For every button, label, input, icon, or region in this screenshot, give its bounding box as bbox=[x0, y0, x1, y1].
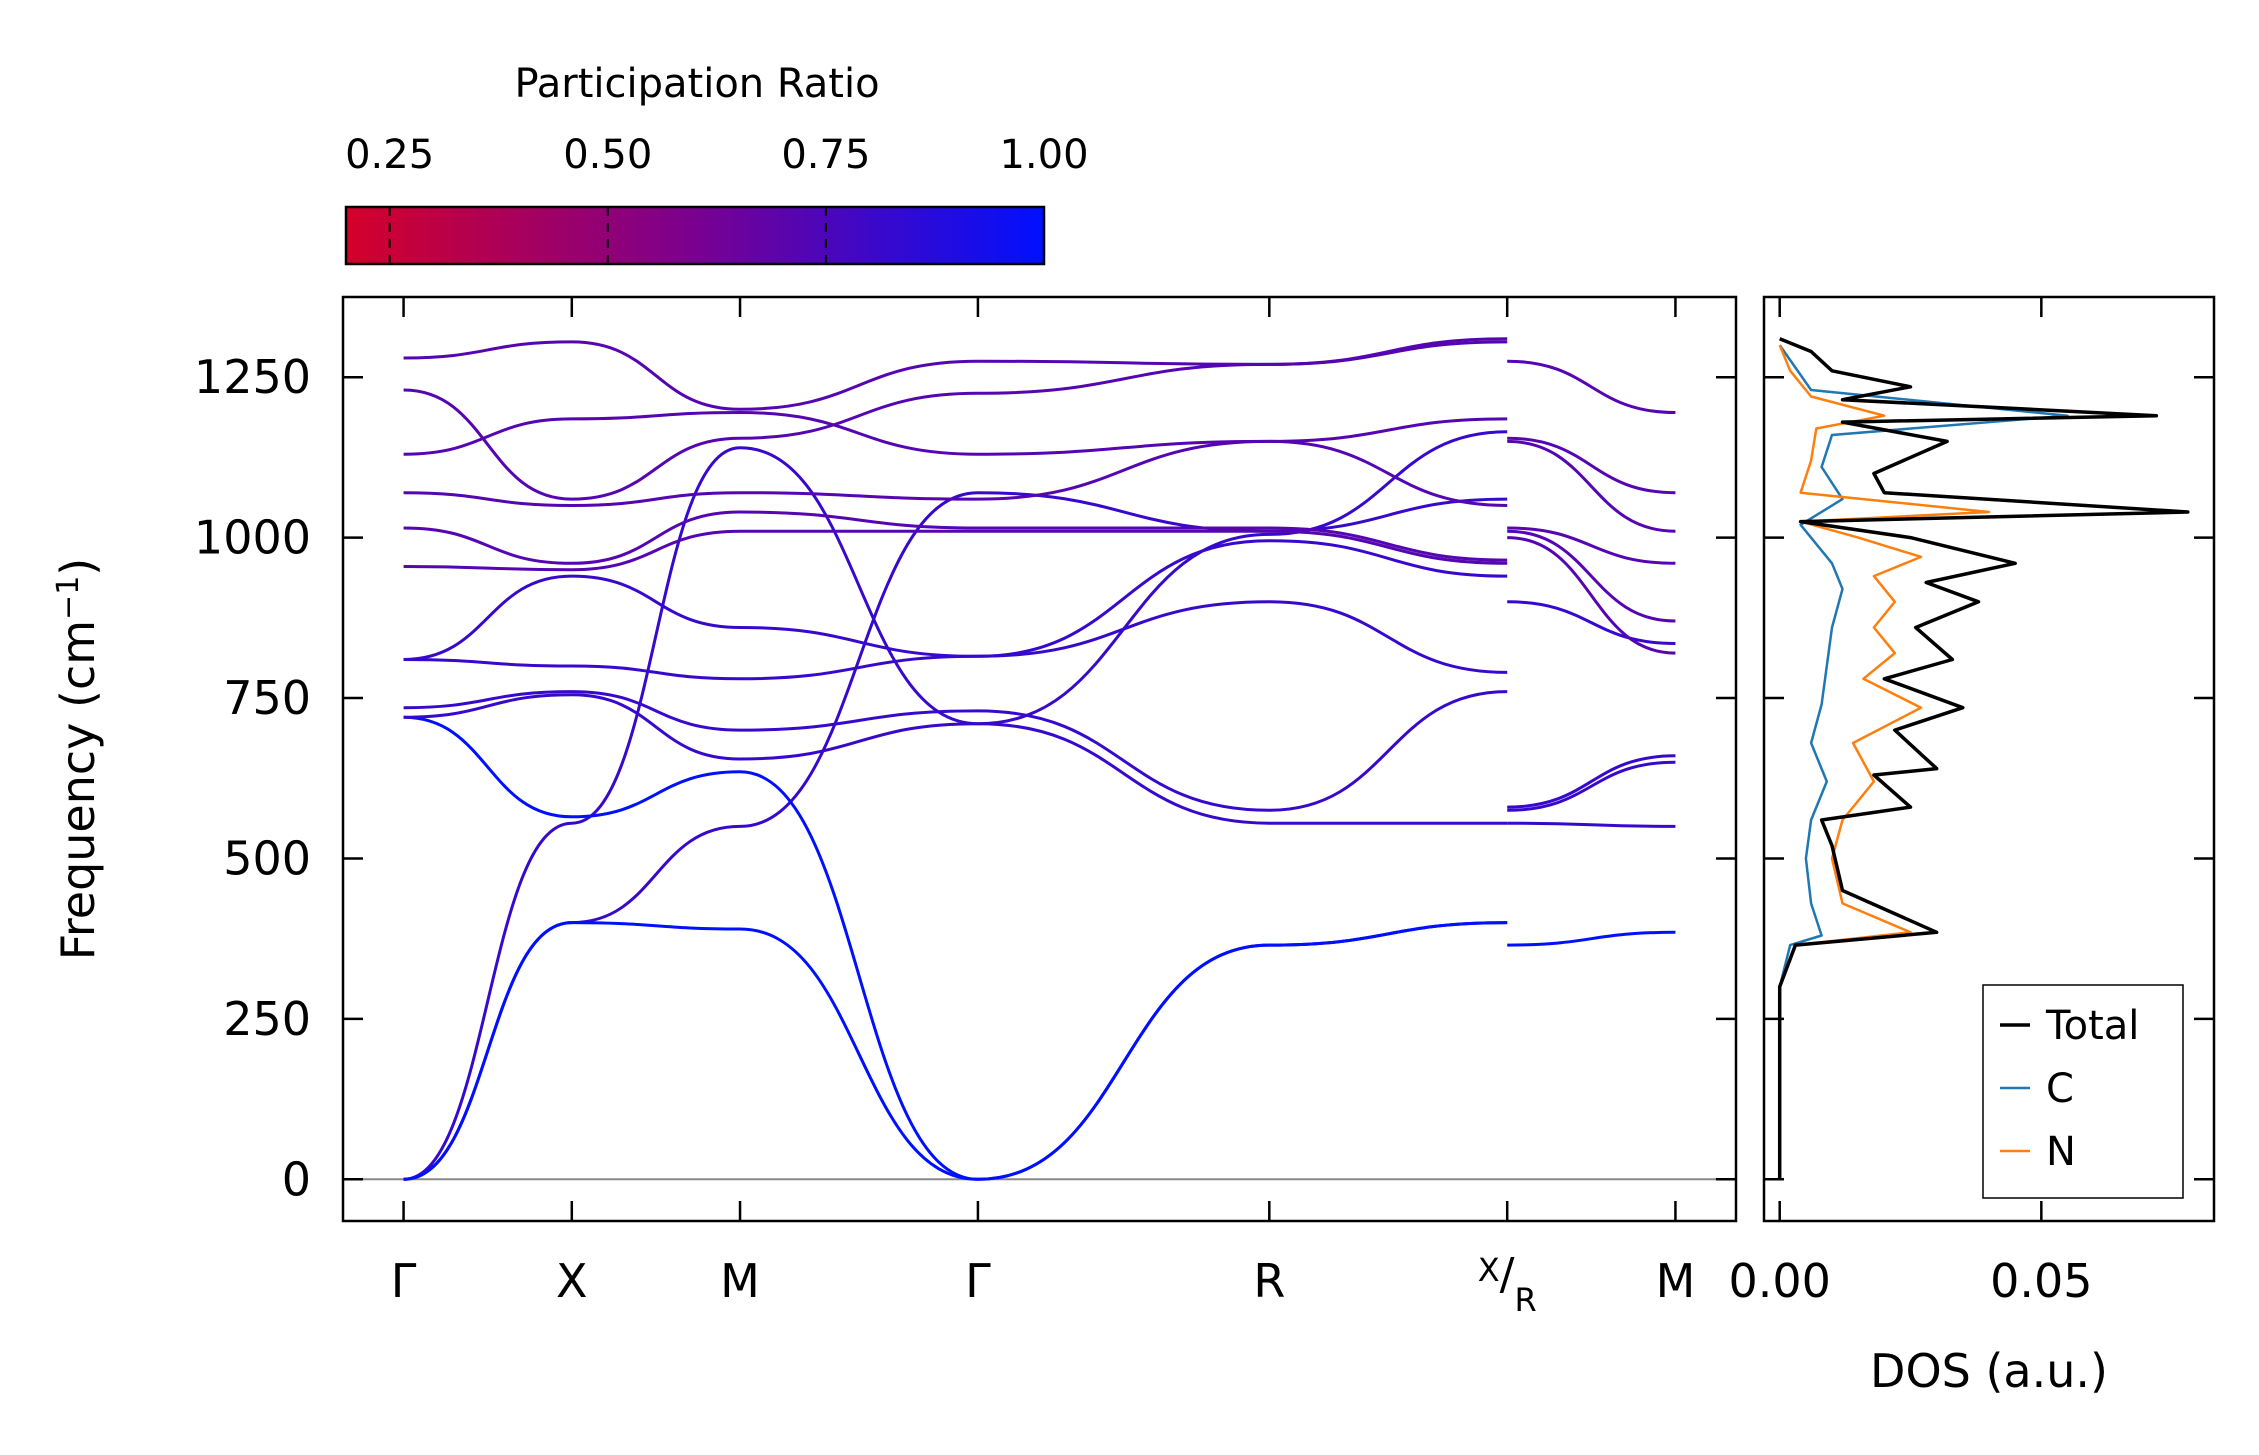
legend-entry-label: N bbox=[2046, 1129, 2076, 1175]
band-line bbox=[403, 715, 1508, 1181]
dos-x-tick-label: 0.05 bbox=[1990, 1254, 2092, 1308]
k-point-label: M bbox=[720, 1254, 760, 1308]
band-axes: 0 250 500 750 1000 1250 Γ X M Γ R X/R M bbox=[194, 297, 1736, 1319]
y-axis-label: Frequency (cm−1) bbox=[51, 558, 105, 961]
legend: Total CN bbox=[1982, 984, 2184, 1199]
dos-curves bbox=[1777, 337, 2190, 1180]
y-tick-label: 750 bbox=[223, 671, 311, 725]
colorbar-tick-label: 0.50 bbox=[563, 132, 652, 178]
dos-axes: 0.00 0.05 bbox=[1728, 297, 2214, 1308]
band-line bbox=[403, 337, 1508, 411]
colorbar-ticks: 0.25 0.50 0.75 1.00 bbox=[345, 132, 1089, 264]
y-tick-label: 1250 bbox=[194, 350, 311, 404]
colorbar-tick-label: 0.75 bbox=[781, 132, 870, 178]
y-tick-label: 1000 bbox=[194, 511, 311, 565]
legend-entry-label: Total bbox=[2045, 1003, 2139, 1049]
colorbar-tick-label: 0.25 bbox=[345, 132, 434, 178]
band-line bbox=[403, 430, 1508, 1181]
band-line bbox=[403, 529, 1508, 572]
dos-plot-frame bbox=[1762, 295, 2216, 1223]
band-line bbox=[1507, 436, 1676, 495]
band-line bbox=[1507, 536, 1676, 655]
x-axis-label-dos: DOS (a.u.) bbox=[1870, 1344, 2108, 1398]
band-line bbox=[1507, 754, 1676, 809]
k-point-label: Γ bbox=[391, 1254, 417, 1308]
band-line bbox=[403, 921, 1508, 1181]
band-line bbox=[403, 510, 1508, 565]
band-line bbox=[403, 439, 1508, 508]
dos-x-tick-label: 0.00 bbox=[1728, 1254, 1830, 1308]
band-line bbox=[403, 690, 1508, 812]
dos-panel: 0.00 0.05 DOS (a.u.) Total CN bbox=[1728, 295, 2216, 1398]
dos-series-n bbox=[1778, 344, 1991, 1180]
band-line bbox=[1507, 821, 1676, 828]
band-line bbox=[1507, 529, 1676, 623]
k-point-label: Γ bbox=[965, 1254, 991, 1308]
band-line bbox=[1507, 930, 1676, 947]
band-line bbox=[403, 600, 1508, 681]
band-line bbox=[403, 539, 1508, 661]
dos-series-c bbox=[1778, 344, 2069, 1180]
band-line bbox=[1507, 600, 1676, 645]
band-line bbox=[1507, 760, 1676, 812]
band-line bbox=[1507, 359, 1676, 414]
colorbar-gradient bbox=[344, 205, 1046, 266]
k-point-label: R bbox=[1253, 1254, 1285, 1308]
legend-entry-label: C bbox=[2046, 1066, 2074, 1112]
k-point-label: M bbox=[1656, 1254, 1696, 1308]
band-plot-frame bbox=[341, 295, 1738, 1223]
k-point-label: X bbox=[556, 1254, 588, 1308]
band-line bbox=[1507, 526, 1676, 565]
colorbar: Participation Ratio 0.25 0.50 0.75 1.00 bbox=[344, 61, 1089, 266]
legend-box bbox=[1982, 984, 2184, 1199]
y-tick-label: 250 bbox=[223, 992, 311, 1046]
phonon-bands bbox=[403, 337, 1676, 1181]
y-tick-label: 500 bbox=[223, 831, 311, 885]
band-line bbox=[403, 693, 1508, 825]
band-line bbox=[403, 340, 1508, 501]
colorbar-title: Participation Ratio bbox=[514, 61, 879, 107]
band-line bbox=[403, 491, 1508, 1181]
band-line bbox=[1507, 439, 1676, 533]
k-point-label: X/R bbox=[1478, 1249, 1537, 1319]
band-structure-panel: 0 250 500 750 1000 1250 Γ X M Γ R X/R M Frequency (c… bbox=[51, 295, 1738, 1319]
band-line bbox=[403, 410, 1508, 456]
dos-series-total bbox=[1777, 337, 2190, 1180]
colorbar-tick-label: 1.00 bbox=[999, 132, 1088, 178]
y-tick-label: 0 bbox=[282, 1152, 311, 1206]
